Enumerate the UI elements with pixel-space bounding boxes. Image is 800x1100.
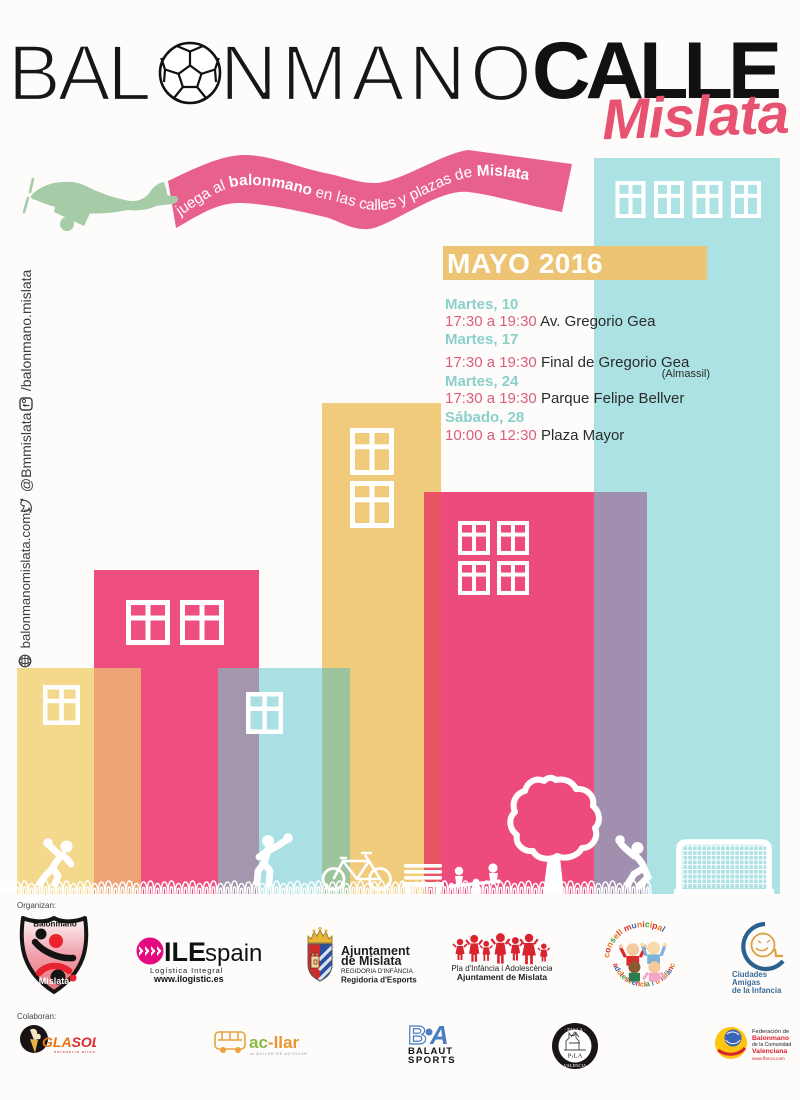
svg-text:www.fbmcv.com: www.fbmcv.com	[752, 1056, 785, 1061]
svg-text:SPORTS: SPORTS	[408, 1055, 456, 1066]
svg-text:Valenciana: Valenciana	[752, 1048, 787, 1055]
svg-text:Mislata: Mislata	[39, 976, 71, 986]
svg-text:A: A	[429, 1022, 449, 1050]
svg-text:BALAUT: BALAUT	[408, 1046, 453, 1057]
svg-text:de la Comunidad: de la Comunidad	[752, 1042, 791, 1048]
svg-text:ILE: ILE	[164, 937, 206, 967]
svg-text:Ajuntament: Ajuntament	[341, 944, 411, 958]
svg-text:spain: spain	[205, 940, 262, 967]
svg-text:GLASOL: GLASOL	[42, 1034, 96, 1050]
svg-text:Ciudades: Ciudades	[732, 970, 768, 979]
svg-text:f: f	[22, 403, 32, 407]
svg-text:REGIDORIA D'INFÀNCIA: REGIDORIA D'INFÀNCIA	[341, 966, 414, 975]
svg-text:· FALLA ·: · FALLA ·	[564, 1029, 586, 1034]
svg-text:B: B	[408, 1022, 427, 1050]
svg-text:Regidoria d'Esports: Regidoria d'Esports	[341, 976, 417, 985]
svg-text:VALENCIA: VALENCIA	[564, 1063, 587, 1068]
svg-text:PxLA: PxLA	[568, 1053, 583, 1060]
svg-text:Amigas: Amigas	[732, 978, 761, 987]
svg-text:de Mislata: de Mislata	[341, 954, 402, 968]
svg-text:www.ilogistic.es: www.ilogistic.es	[153, 974, 224, 984]
svg-text:Logística Integral: Logística Integral	[150, 966, 223, 975]
svg-text:Federación de: Federación de	[752, 1029, 789, 1035]
svg-text:de la Infancia: de la Infancia	[732, 986, 782, 993]
svg-text:Balonmano: Balonmano	[33, 920, 77, 929]
svg-text:Balonmano: Balonmano	[752, 1035, 789, 1042]
svg-text:heladería artesanal: heladería artesanal	[54, 1049, 96, 1054]
svg-text:ac-llar: ac-llar	[249, 1033, 299, 1052]
svg-text:Pla d'Infància i Adolescència: Pla d'Infància i Adolescència	[452, 964, 552, 973]
svg-text:ALQUILER DE AUTOCARAVANAS: ALQUILER DE AUTOCARAVANAS	[250, 1052, 307, 1056]
svg-text:Ajuntament de Mislata: Ajuntament de Mislata	[457, 972, 547, 982]
